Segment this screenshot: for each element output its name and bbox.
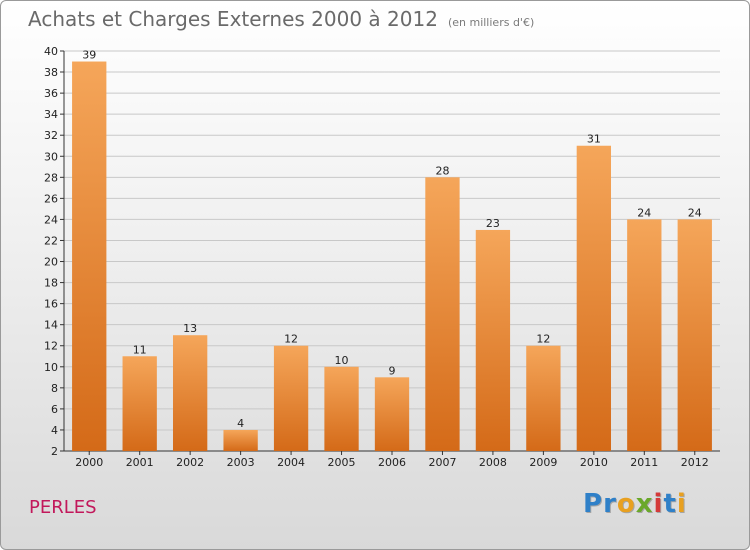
y-tick-label: 18 (44, 277, 58, 290)
y-tick-label: 22 (44, 234, 58, 247)
x-tick-label: 2007 (428, 456, 456, 469)
y-tick-label: 36 (44, 87, 58, 100)
y-tick-label: 6 (51, 403, 58, 416)
bar (324, 366, 359, 451)
x-tick-label: 2003 (227, 456, 255, 469)
y-tick-label: 8 (51, 382, 58, 395)
unit-note: (en milliers d'€) (447, 16, 535, 29)
logo-letter: i (676, 489, 687, 519)
data-label: 13 (183, 322, 197, 335)
y-tick-label: 40 (44, 45, 58, 58)
x-tick-label: 2001 (126, 456, 154, 469)
y-tick-label: 24 (44, 213, 58, 226)
x-tick-label: 2008 (479, 456, 507, 469)
logo-letter: r (603, 489, 617, 519)
x-tick-label: 2010 (580, 456, 608, 469)
bar (273, 345, 309, 451)
bar (475, 229, 511, 451)
data-label: 31 (587, 133, 601, 146)
y-tick-label: 20 (44, 256, 58, 269)
y-tick-label: 26 (44, 192, 58, 205)
x-tick-label: 2012 (681, 456, 709, 469)
bar (374, 377, 410, 451)
chart-title-text: Achats et Charges Externes 2000 à 2012 (28, 7, 438, 31)
data-label: 11 (133, 343, 147, 356)
y-tick-label: 32 (44, 129, 58, 142)
data-label: 10 (335, 354, 349, 367)
x-tick-label: 2005 (328, 456, 356, 469)
x-tick-label: 2011 (630, 456, 658, 469)
x-tick-label: 2004 (277, 456, 305, 469)
x-tick-label: 2002 (176, 456, 204, 469)
logo-letter: x (635, 489, 654, 519)
y-tick-label: 10 (44, 361, 58, 374)
data-label: 9 (389, 364, 396, 377)
bar (627, 219, 662, 451)
data-label: 24 (688, 206, 702, 219)
data-label: 28 (435, 164, 449, 177)
logo-letter: P (583, 489, 604, 519)
bar (122, 356, 157, 451)
data-label: 12 (284, 333, 298, 346)
y-tick-label: 38 (44, 66, 58, 79)
place-name: PERLES (29, 497, 97, 518)
x-tick-label: 2006 (378, 456, 406, 469)
y-tick-label: 12 (44, 340, 58, 353)
y-tick-label: 4 (51, 424, 58, 437)
y-tick-label: 34 (44, 108, 58, 121)
proxiti-logo[interactable]: Proxiti (583, 489, 687, 519)
data-label: 24 (637, 206, 651, 219)
y-tick-label: 28 (44, 171, 58, 184)
bar (576, 145, 612, 451)
bar (223, 429, 258, 451)
data-label: 4 (237, 417, 244, 430)
bar (425, 177, 460, 451)
bars (72, 61, 712, 452)
data-label: 39 (82, 49, 96, 62)
x-tick-label: 2009 (529, 456, 557, 469)
logo-letter: t (663, 489, 677, 519)
y-tick-label: 2 (51, 445, 58, 458)
bar (172, 335, 208, 451)
data-label: 23 (486, 217, 500, 230)
x-tick-label: 2000 (75, 456, 103, 469)
logo-letter: o (616, 489, 636, 519)
chart-title: Achats et Charges Externes 2000 à 2012 (e… (28, 7, 534, 31)
data-label: 12 (536, 333, 550, 346)
y-tick-label: 16 (44, 298, 58, 311)
y-tick-label: 14 (44, 319, 58, 332)
y-tick-label: 30 (44, 150, 58, 163)
bar (677, 219, 712, 451)
bar (526, 345, 561, 451)
bar (72, 61, 107, 452)
logo-letter: i (653, 489, 664, 519)
